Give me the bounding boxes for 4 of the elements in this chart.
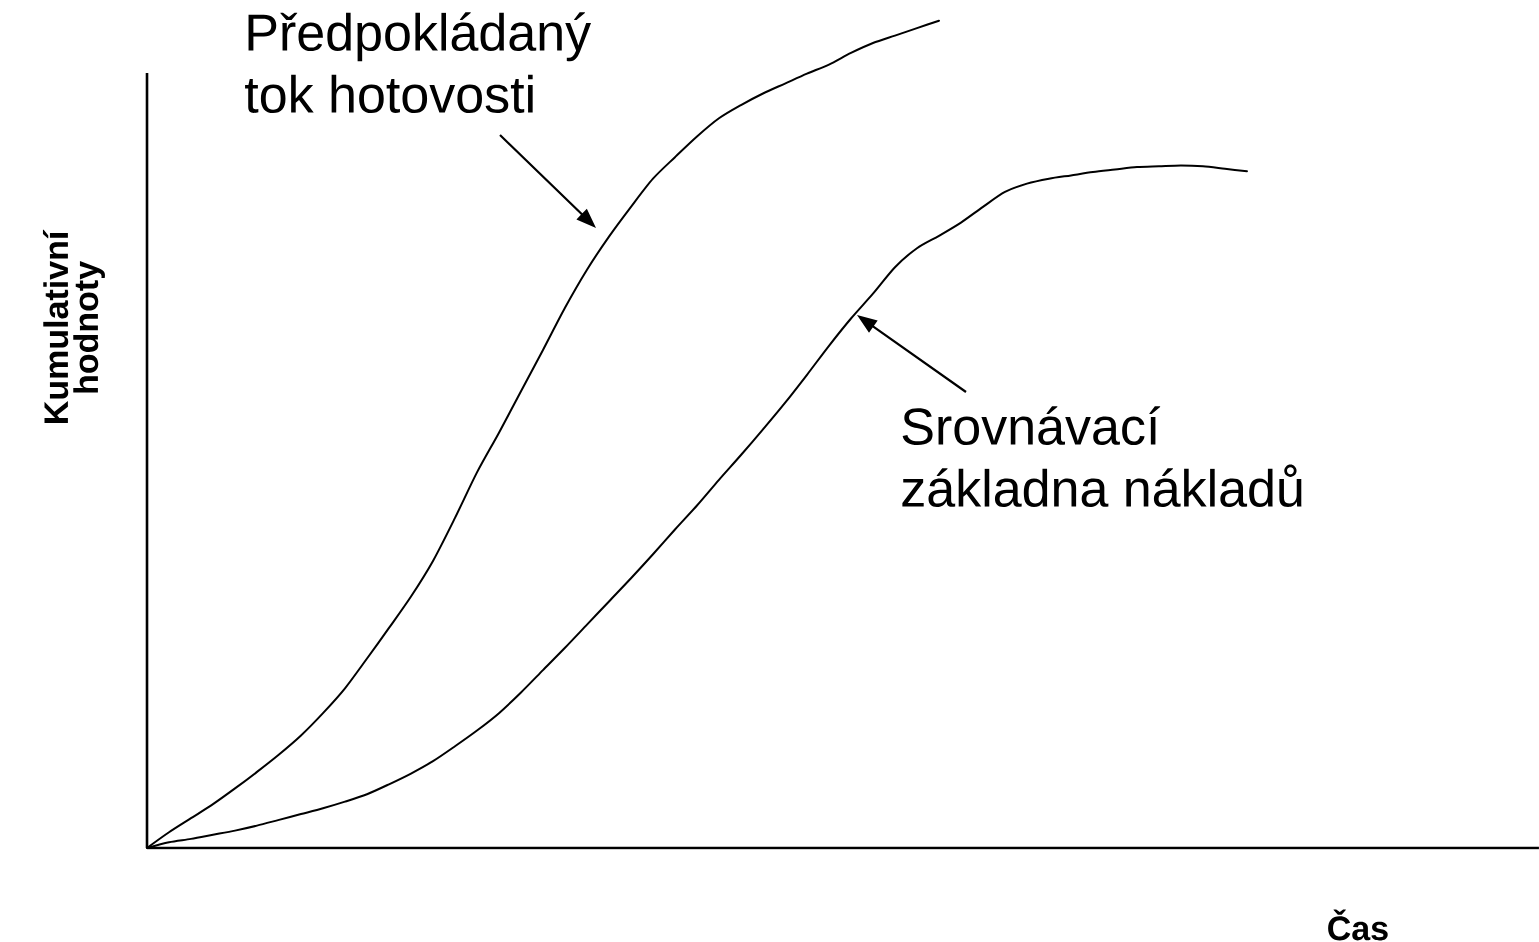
x-axis-title: Čas bbox=[1328, 909, 1388, 941]
legend-label: Srovnávací základna nákladů bbox=[902, 406, 1302, 508]
series-label: Předpokládaný tok hotovosti bbox=[245, 12, 592, 114]
y-axis-title: Kumulativní hodnoty bbox=[42, 229, 105, 423]
